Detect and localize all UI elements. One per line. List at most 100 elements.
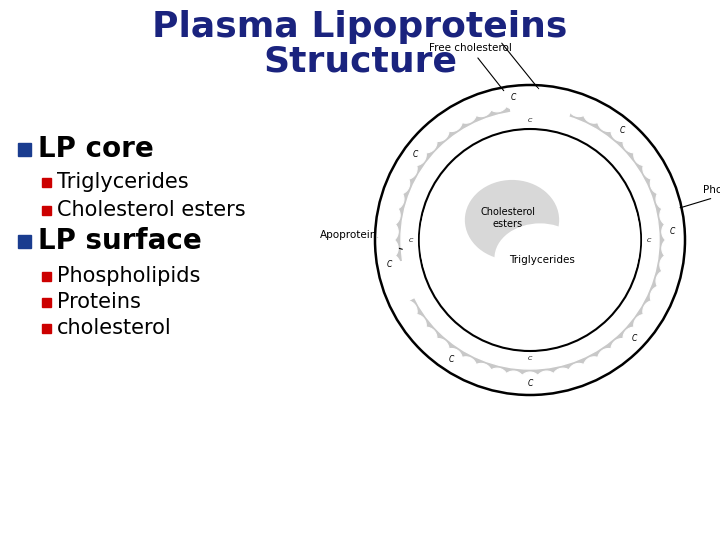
Circle shape	[598, 110, 620, 132]
Circle shape	[598, 141, 614, 157]
Bar	[42, 324, 51, 333]
Text: C: C	[631, 334, 636, 343]
Circle shape	[519, 86, 541, 108]
Text: LP core: LP core	[38, 135, 154, 163]
Ellipse shape	[421, 139, 639, 341]
Circle shape	[501, 349, 518, 365]
Circle shape	[405, 253, 420, 269]
Text: C: C	[387, 260, 392, 269]
Circle shape	[377, 237, 398, 259]
Bar	[42, 206, 51, 215]
Circle shape	[634, 191, 650, 207]
Text: C: C	[413, 150, 418, 159]
Circle shape	[462, 335, 479, 351]
Circle shape	[419, 129, 641, 351]
Circle shape	[598, 348, 620, 370]
Circle shape	[446, 323, 462, 339]
Circle shape	[405, 144, 426, 166]
Text: C: C	[647, 238, 651, 242]
Ellipse shape	[495, 224, 585, 292]
Circle shape	[387, 172, 410, 194]
Text: Plasma Lipoproteins: Plasma Lipoproteins	[153, 10, 567, 44]
Text: Phospholipids: Phospholipids	[675, 185, 720, 209]
Polygon shape	[392, 103, 512, 262]
Circle shape	[625, 172, 641, 188]
Bar	[18, 143, 31, 156]
Text: Proteins: Proteins	[57, 292, 141, 312]
Circle shape	[470, 363, 492, 386]
Circle shape	[419, 172, 435, 188]
Circle shape	[634, 314, 656, 336]
Circle shape	[583, 357, 606, 379]
Circle shape	[382, 188, 404, 210]
Circle shape	[639, 253, 655, 269]
Bar	[42, 178, 51, 187]
Circle shape	[522, 113, 538, 129]
Ellipse shape	[466, 181, 558, 259]
Polygon shape	[402, 294, 632, 384]
Circle shape	[623, 327, 645, 349]
Circle shape	[552, 90, 574, 112]
Circle shape	[613, 308, 629, 325]
Text: Cholesterol esters: Cholesterol esters	[57, 200, 246, 220]
Circle shape	[552, 368, 574, 390]
Polygon shape	[566, 109, 668, 372]
Circle shape	[522, 351, 538, 367]
Circle shape	[536, 87, 557, 109]
Circle shape	[410, 273, 426, 289]
Bar	[42, 298, 51, 307]
Text: Structure: Structure	[263, 45, 457, 79]
Circle shape	[387, 286, 410, 308]
Circle shape	[503, 371, 524, 393]
Bar	[18, 235, 31, 248]
Circle shape	[563, 120, 579, 136]
Circle shape	[639, 211, 655, 227]
Circle shape	[583, 101, 606, 123]
Text: C: C	[528, 118, 532, 124]
Text: C: C	[528, 356, 532, 361]
Circle shape	[613, 156, 629, 172]
Circle shape	[377, 221, 398, 242]
Circle shape	[660, 254, 682, 276]
Circle shape	[401, 111, 659, 369]
Circle shape	[410, 191, 426, 207]
Circle shape	[543, 115, 559, 131]
Circle shape	[446, 141, 462, 157]
Circle shape	[563, 344, 579, 360]
Text: C: C	[619, 126, 625, 135]
Circle shape	[405, 314, 426, 336]
Circle shape	[611, 339, 633, 361]
Text: Triglycerides: Triglycerides	[57, 172, 189, 192]
Circle shape	[662, 237, 684, 259]
Text: Cholesterol
esters: Cholesterol esters	[480, 207, 536, 229]
Circle shape	[462, 129, 479, 145]
Circle shape	[403, 232, 419, 248]
Circle shape	[481, 344, 498, 360]
Circle shape	[470, 94, 492, 117]
Circle shape	[431, 156, 447, 172]
Circle shape	[582, 335, 598, 351]
Text: C: C	[527, 379, 533, 388]
Circle shape	[625, 292, 641, 307]
Circle shape	[656, 270, 678, 292]
Circle shape	[441, 348, 462, 370]
Circle shape	[405, 211, 420, 227]
Circle shape	[568, 94, 590, 117]
Text: C: C	[409, 238, 413, 242]
Text: cholesterol: cholesterol	[57, 318, 172, 338]
Circle shape	[431, 308, 447, 325]
Circle shape	[455, 357, 477, 379]
Circle shape	[662, 221, 684, 242]
Circle shape	[481, 120, 498, 136]
Circle shape	[503, 87, 524, 109]
Text: LP surface: LP surface	[38, 227, 202, 255]
Circle shape	[656, 188, 678, 210]
Circle shape	[395, 158, 417, 179]
Circle shape	[441, 110, 462, 132]
Circle shape	[611, 119, 633, 141]
Circle shape	[582, 129, 598, 145]
Text: Triglycerides: Triglycerides	[509, 255, 575, 265]
Circle shape	[623, 131, 645, 153]
Circle shape	[382, 270, 404, 292]
Circle shape	[641, 232, 657, 248]
